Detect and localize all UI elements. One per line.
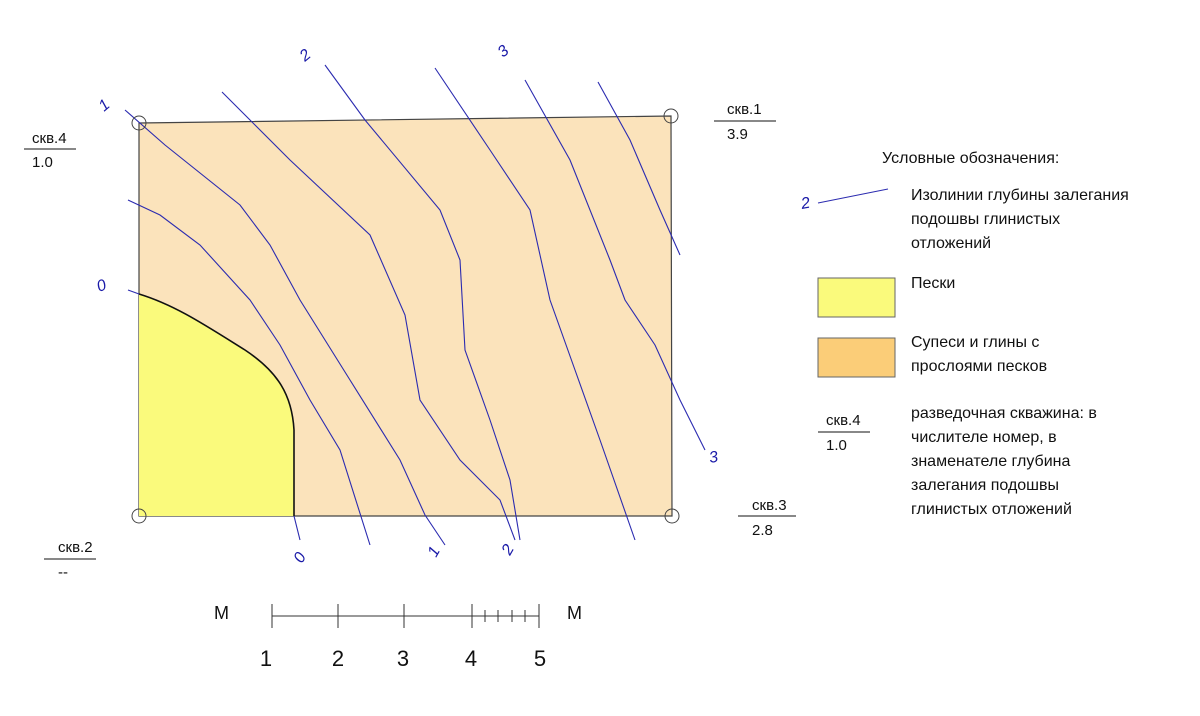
legend-well-line: числителе номер, в xyxy=(911,429,1057,446)
well-labels: скв.4 1.0 скв.1 3.9 скв.2 -- скв.3 2.8 xyxy=(24,101,796,581)
well-1-name: скв.1 xyxy=(727,101,762,118)
isoline-0 xyxy=(127,289,140,295)
scale-label-5: 5 xyxy=(534,646,546,671)
isoline-label-left-0: 0 xyxy=(95,277,109,296)
isoline-label-bottom-1: 1 xyxy=(425,544,444,560)
isolines xyxy=(124,64,706,546)
isoline-label-top-2: 2 xyxy=(296,46,315,65)
well-3-name: скв.3 xyxy=(752,497,787,514)
isoline-label-top-3: 3 xyxy=(495,42,513,61)
isoline-0-bottom xyxy=(293,515,301,541)
isoline-2a xyxy=(221,91,516,541)
legend-well-text: разведочная скважина: в числителе номер,… xyxy=(911,402,1097,522)
legend-isoline-line: отложений xyxy=(911,235,992,252)
isoline-label-bottom-2: 2 xyxy=(498,542,518,559)
legend-graphics: 2 скв.4 1.0 xyxy=(799,188,896,454)
isoline-2b xyxy=(324,64,521,541)
legend-title: Условные обозначения: xyxy=(882,150,1060,167)
scale-label-2: 2 xyxy=(332,646,344,671)
isoline-1a xyxy=(127,199,371,546)
isoline-label-right-3: 3 xyxy=(708,449,720,467)
scale-unit-right: М xyxy=(567,603,582,623)
legend-isoline-text: Изолинии глубины залегания подошвы глини… xyxy=(911,184,1129,256)
legend-well-line: залегания подошвы xyxy=(911,477,1060,494)
legend-well-line: знаменателе глубина xyxy=(911,453,1071,470)
legend-isoline-line: Изолинии глубины залегания xyxy=(911,187,1129,204)
well-1-depth: 3.9 xyxy=(727,126,748,143)
legend-isoline-sample xyxy=(817,188,889,204)
isoline-label-bottom-0: 0 xyxy=(291,550,310,566)
legend-isoline-line: подошвы глинистых xyxy=(911,211,1061,228)
well-2-marker xyxy=(131,508,147,524)
well-3-marker xyxy=(664,508,680,524)
legend-loam-line: прослоями песков xyxy=(911,358,1048,375)
well-2-name: скв.2 xyxy=(58,539,93,556)
isoline-3a xyxy=(434,67,636,541)
legend-well-line: разведочная скважина: в xyxy=(911,405,1097,422)
legend-sand-swatch xyxy=(817,277,896,318)
scale-label-3: 3 xyxy=(397,646,409,671)
well-3-depth: 2.8 xyxy=(752,522,773,539)
scale-bar: М М 1 2 3 4 5 xyxy=(214,603,582,671)
isoline-3b xyxy=(524,79,706,451)
well-4-name: скв.4 xyxy=(32,130,67,147)
legend-loam-text: Супеси и глины с прослоями песков xyxy=(911,331,1047,379)
well-2-depth: -- xyxy=(58,564,68,581)
isoline-3c xyxy=(597,81,681,256)
isoline-1b xyxy=(124,109,446,546)
scale-unit-left: М xyxy=(214,603,229,623)
well-4-depth: 1.0 xyxy=(32,154,53,171)
legend-sand-text: Пески xyxy=(911,275,956,292)
legend-well-line: глинистых отложений xyxy=(911,501,1072,518)
sand-boundary xyxy=(138,293,295,516)
well-4-marker xyxy=(131,115,147,131)
legend-loam-swatch xyxy=(817,337,896,378)
sand-area xyxy=(139,294,294,516)
well-1-marker xyxy=(663,108,679,124)
legend-well-name: скв.4 xyxy=(826,412,861,429)
scale-label-4: 4 xyxy=(465,646,477,671)
legend-isoline-label: 2 xyxy=(799,195,812,213)
legend-loam-line: Супеси и глины с xyxy=(911,334,1040,351)
wells xyxy=(131,108,680,524)
scale-label-1: 1 xyxy=(260,646,272,671)
isoline-label-top-1: 1 xyxy=(96,96,114,115)
legend-well-depth: 1.0 xyxy=(826,437,847,454)
